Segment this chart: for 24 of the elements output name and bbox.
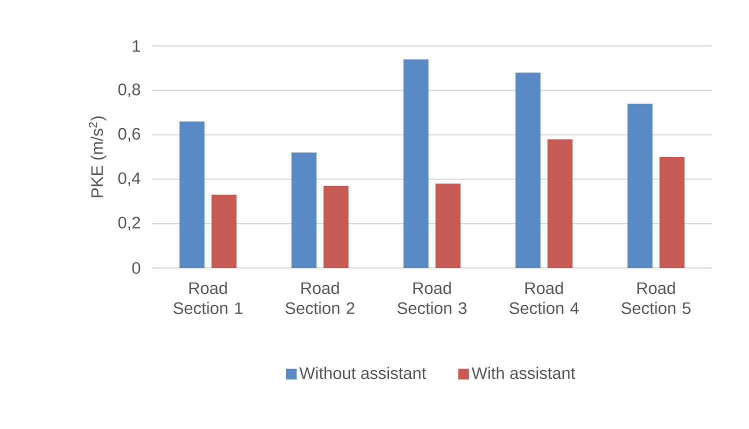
y-tick-label: 0,6 [118,128,140,142]
y-tick-label: 0,2 [118,216,140,230]
y-axis-title: PKE (m/s$^{2}$) [88,116,106,198]
y-tick-label: 0,8 [118,84,140,98]
y-tick-label: 1 [132,40,140,52]
bar [180,121,205,268]
y-tick-label: 0,4 [118,172,140,186]
bar [548,139,573,268]
bar [628,104,653,268]
legend-label: With assistant [472,366,576,380]
bar [660,157,685,268]
bar [404,59,428,268]
bar [324,186,349,268]
x-tick-label: Road Section 2 [286,282,354,314]
x-tick-label: Road Section 4 [510,282,579,314]
legend-label: Without assistant [299,366,426,380]
x-tick-label: Road Section 3 [398,282,466,314]
bar [292,152,316,268]
bar [516,72,541,268]
bar [436,184,460,268]
bar [212,194,237,268]
x-tick-label: Road Section 1 [174,282,242,314]
y-tick-label: 0 [132,262,140,274]
x-tick-label: Road Section 5 [622,282,691,314]
